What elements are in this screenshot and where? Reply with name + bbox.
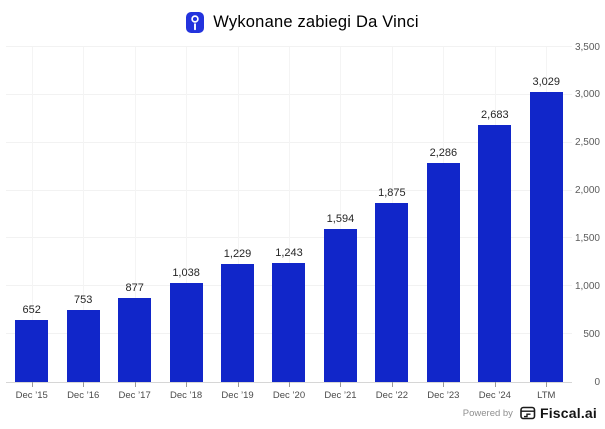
bar[interactable]: [169, 283, 203, 382]
x-axis-tick-label: Dec ’18: [169, 390, 203, 401]
x-axis: Dec ’15 Dec ’16 Dec ’17 Dec ’18 Dec ’19 Dec ’…: [6, 382, 572, 404]
chart-title: Wykonane zabiegi Da Vinci: [213, 12, 419, 31]
y-axis-tick-label: 2,500: [574, 137, 600, 149]
bar[interactable]: [375, 203, 409, 382]
bar-column: 3,029: [521, 47, 572, 382]
v-gridline: [186, 47, 188, 382]
bar-value-label: 1,038: [172, 267, 200, 279]
bar[interactable]: [272, 263, 306, 382]
bar[interactable]: [221, 264, 255, 382]
y-axis-tick-label: 3,500: [574, 41, 600, 53]
bar-column: 753: [57, 47, 108, 382]
v-gridline: [83, 47, 85, 382]
x-axis-tick-label: Dec ’15: [15, 390, 48, 401]
x-axis-tick-label: Dec ’22: [375, 390, 409, 401]
plot-area: 652 753 877 1,038 1,229 1,243 1,594 1,875 2,286 2…: [6, 46, 572, 383]
y-axis: 0 500 1,000 1,500 2,000 2,500 3,000 3,500: [572, 42, 600, 388]
x-axis-tick-label: LTM: [537, 390, 556, 401]
bar-value-label: 2,683: [481, 109, 509, 121]
bar[interactable]: [66, 310, 100, 382]
bar-column: 1,243: [263, 47, 314, 382]
bar[interactable]: [323, 229, 357, 382]
bar-value-label: 3,029: [532, 76, 561, 88]
bar-value-label: 2,286: [429, 147, 458, 159]
x-axis-tick-label: Dec ’21: [324, 390, 357, 401]
x-axis-tick: [83, 382, 85, 387]
bar-column: 1,229: [212, 47, 263, 382]
fiscal-ai-logo-icon: [520, 406, 536, 420]
x-axis-tick: [443, 382, 445, 387]
h-gridline: [6, 46, 572, 47]
y-axis-tick-label: 3,000: [574, 89, 600, 101]
x-axis-tick-label: Dec ’19: [221, 390, 254, 401]
bar[interactable]: [118, 298, 152, 382]
y-axis-tick-label: 1,000: [574, 280, 600, 292]
y-axis-tick-label: 2,000: [574, 185, 600, 197]
attribution-footer: Powered by Fiscal.ai: [463, 403, 597, 423]
bar-column: 1,038: [160, 47, 211, 382]
x-axis-tick: [340, 382, 342, 387]
bar-value-label: 1,594: [326, 213, 355, 225]
bar-value-label: 753: [74, 294, 93, 306]
x-axis-tick-label: Dec ’20: [272, 390, 306, 401]
bar-value-label: 1,875: [378, 187, 406, 199]
x-axis-tick: [289, 382, 290, 387]
x-axis-tick-label: Dec ’23: [427, 390, 460, 401]
v-gridline: [288, 47, 290, 382]
bar-value-label: 1,243: [275, 247, 303, 259]
bar[interactable]: [529, 92, 563, 382]
bar[interactable]: [426, 163, 460, 382]
bar-column: 2,683: [469, 47, 520, 382]
bar-column: 1,875: [366, 47, 417, 382]
v-gridline: [134, 47, 136, 382]
v-gridline: [340, 47, 342, 382]
x-axis-tick: [134, 382, 136, 387]
fiscal-ai-brand-name: Fiscal.ai: [539, 405, 597, 421]
bar-column: 652: [6, 47, 57, 382]
x-axis-tick-label: Dec ’24: [478, 390, 511, 401]
bar-column: 1,594: [315, 47, 366, 382]
x-axis-tick: [31, 382, 33, 387]
y-axis-tick-label: 1,500: [574, 232, 600, 244]
chart-header: Wykonane zabiegi Da Vinci: [0, 8, 605, 36]
y-axis-tick-label: 500: [583, 328, 600, 340]
v-gridline: [31, 47, 33, 382]
bar-column: 877: [109, 47, 160, 382]
x-axis-tick: [186, 382, 188, 387]
fiscal-ai-brand-link[interactable]: Fiscal.ai: [520, 405, 597, 421]
bar[interactable]: [15, 320, 49, 382]
bar-columns: 652 753 877 1,038 1,229 1,243 1,594 1,875 2,286 2…: [6, 47, 572, 382]
x-axis-tick: [546, 382, 548, 387]
bar-value-label: 652: [22, 304, 41, 316]
x-axis-tick-label: Dec ’16: [67, 390, 100, 401]
intuitive-surgical-logo-icon: [186, 11, 205, 33]
x-axis-tick: [494, 382, 496, 387]
v-gridline: [237, 47, 239, 382]
x-axis-tick-label: Dec ’17: [118, 390, 151, 401]
bar[interactable]: [478, 125, 512, 382]
bar-value-label: 1,229: [223, 248, 252, 260]
x-axis-tick: [391, 382, 393, 387]
bar-column: 2,286: [418, 47, 469, 382]
x-axis-tick: [237, 382, 239, 387]
powered-by-label: Powered by: [462, 407, 513, 419]
y-axis-tick-label: 0: [594, 376, 600, 388]
bar-value-label: 877: [125, 282, 144, 294]
